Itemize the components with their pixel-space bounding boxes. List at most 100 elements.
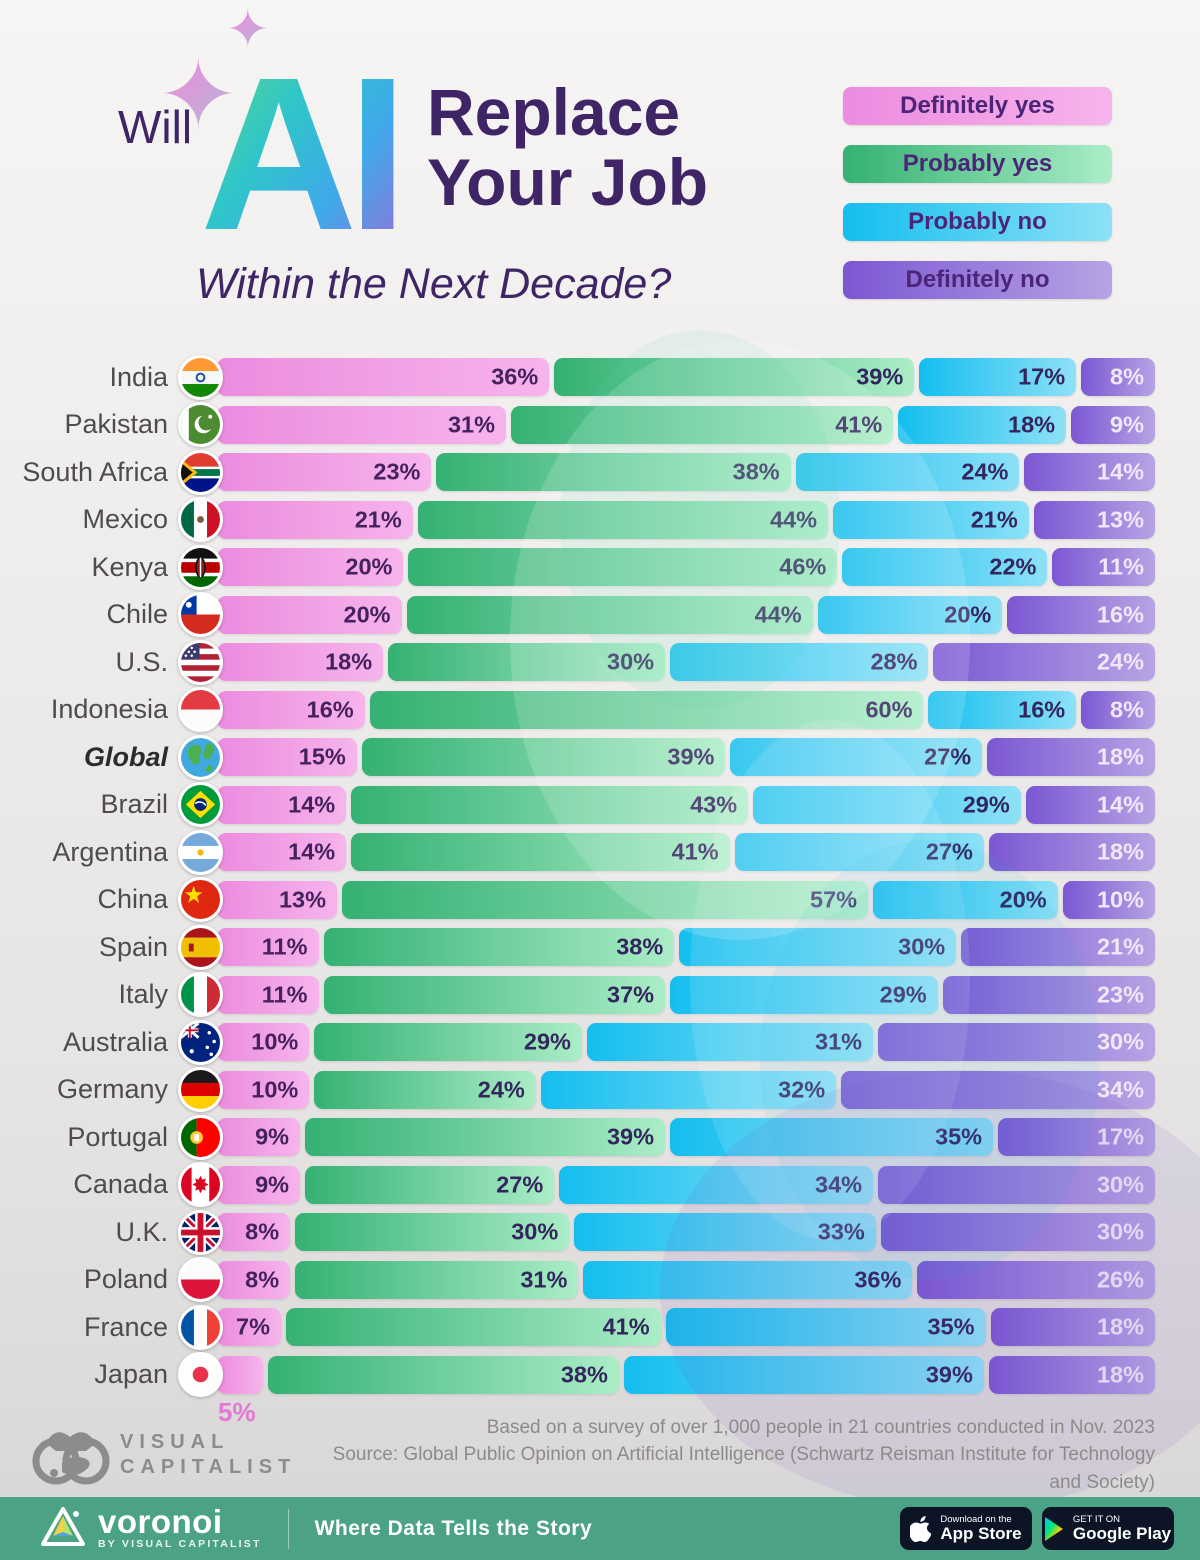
bar-segment-probably-yes: 60%: [369, 690, 924, 729]
bar-segment-probably-yes: 41%: [511, 405, 894, 444]
bar-segment-definitely-yes: 11%: [217, 928, 319, 966]
sparkle-icon: ✦: [158, 42, 239, 149]
bar-value-label: 8%: [1110, 696, 1145, 722]
chart-row-mexico: Mexico 21% 44% 21% 13%: [20, 497, 1155, 542]
bar-segment-probably-yes: 29%: [314, 1023, 582, 1061]
bar-group: 21% 44% 21% 13%: [217, 500, 1155, 539]
bar-value-label: 37%: [607, 981, 655, 1007]
bar-value-label: 31%: [520, 1266, 568, 1292]
bar-segment-definitely-no: 26%: [917, 1260, 1155, 1299]
bar-segment-probably-yes: 30%: [295, 1213, 570, 1251]
bar-segment-definitely-no: 30%: [880, 1213, 1155, 1251]
bar-value-label: 21%: [1096, 933, 1144, 960]
chart-row-italy: Italy 11% 37% 29% 23%: [20, 972, 1156, 1017]
bar-value-label: 44%: [769, 506, 817, 532]
bar-segment-probably-no: 34%: [559, 1165, 874, 1204]
bar-value-label: 7%: [236, 1313, 270, 1340]
bar-value-label: 33%: [817, 1218, 865, 1245]
us-flag-icon: [178, 639, 223, 685]
bar-segment-probably-yes: 43%: [351, 785, 749, 824]
bar-value-label: 17%: [1018, 363, 1066, 390]
bar-value-label: 43%: [690, 791, 738, 817]
chart-row-india: India 36% 39% 17% 8%: [20, 354, 1155, 400]
chart-row-australia: Australia 10% 29% 31% 30%: [20, 1019, 1155, 1065]
country-label: U.K.: [115, 1216, 168, 1247]
bar-segment-definitely-no: 18%: [987, 738, 1155, 776]
bar-value-label: 8%: [245, 1266, 280, 1292]
country-label: Chile: [106, 599, 168, 629]
chart-row-chile: Chile 20% 44% 20% 16%: [20, 592, 1155, 637]
bar-segment-definitely-no: 16%: [1007, 595, 1155, 634]
country-label: France: [83, 1311, 168, 1342]
bar-value-label: 18%: [1096, 1313, 1144, 1340]
bar-group: 18% 30% 28% 24%: [217, 643, 1155, 681]
bar-value-label: 10%: [1096, 886, 1144, 912]
bar-segment-definitely-yes: 21%: [217, 500, 413, 539]
bar-group: 8% 31% 36% 26%: [217, 1260, 1155, 1299]
bar-segment-definitely-no: 13%: [1033, 500, 1155, 539]
bar-segment-definitely-yes: 10%: [217, 1070, 310, 1109]
country-label: Brazil: [100, 789, 168, 819]
bar-group: 10% 24% 32% 34%: [217, 1070, 1155, 1109]
chart-row-portugal: Portugal 9% 39% 35% 17%: [20, 1114, 1155, 1160]
bar-segment-definitely-no: 14%: [1025, 785, 1155, 824]
country-label: Portugal: [67, 1121, 168, 1152]
bar-group: 20% 46% 22% 11%: [217, 548, 1156, 586]
country-label: China: [97, 884, 168, 914]
bar-value-label: 21%: [354, 506, 402, 532]
italy-flag-icon: [178, 972, 223, 1017]
bar-value-label: 24%: [1096, 648, 1144, 675]
bar-segment-probably-no: 21%: [833, 500, 1029, 539]
bar-segment-probably-yes: 38%: [436, 453, 791, 491]
bar-segment-probably-yes: 46%: [408, 548, 838, 586]
bar-segment-probably-yes: 44%: [417, 500, 828, 539]
bar-value-label: 29%: [962, 791, 1010, 817]
bar-value-label: 23%: [1096, 981, 1145, 1007]
bar-value-label: 34%: [1096, 1076, 1144, 1102]
bar-segment-probably-yes: 24%: [314, 1070, 536, 1109]
bar-value-label: 11%: [261, 933, 308, 960]
bar-segment-definitely-yes: 9%: [217, 1118, 301, 1156]
visual-capitalist-wordmark: VISUAL CAPITALIST: [120, 1431, 297, 1478]
bar-segment-definitely-no: 21%: [961, 928, 1155, 966]
bar-segment-probably-yes: 27%: [305, 1165, 555, 1204]
bar-value-label: 28%: [870, 648, 918, 675]
bar-value-label: 11%: [261, 981, 308, 1007]
chile-flag-icon: [178, 592, 223, 637]
bar-value-label: 26%: [1096, 1266, 1144, 1292]
country-label: Indonesia: [50, 694, 168, 724]
bar-value-label: 41%: [602, 1313, 650, 1340]
bar-segment-definitely-no: 8%: [1081, 690, 1156, 729]
bar-segment-probably-yes: 41%: [351, 833, 730, 871]
bar-segment-probably-no: 29%: [670, 975, 938, 1014]
bar-value-label: 20%: [345, 553, 393, 580]
bar-segment-definitely-yes: 7%: [217, 1308, 281, 1346]
bar-value-label: 9%: [255, 1123, 290, 1150]
legend-item-probably-yes: Probably yes: [843, 145, 1112, 183]
bar-value-label: 13%: [278, 886, 326, 912]
bar-value-label-below: 5%: [218, 1396, 256, 1427]
bar-segment-probably-yes: 44%: [406, 595, 813, 634]
voronoi-logo-icon: [41, 1506, 85, 1546]
bar-value-label: 21%: [970, 506, 1018, 532]
chart-row-france: France 7% 41% 35% 18%: [20, 1304, 1155, 1350]
chart-row-poland: Poland 8% 31% 36% 26%: [20, 1257, 1155, 1302]
bar-value-label: 20%: [343, 601, 391, 627]
indonesia-flag-icon: [178, 687, 223, 732]
google-play-badge[interactable]: GET IT ON Google Play: [1042, 1507, 1174, 1550]
title-line-1: Replace: [427, 75, 681, 149]
bar-group: 14% 43% 29% 14%: [217, 785, 1155, 824]
bar-value-label: 32%: [778, 1076, 826, 1102]
bar-value-label: 11%: [1098, 553, 1145, 580]
country-label: U.S.: [115, 646, 168, 677]
country-label: Italy: [118, 979, 168, 1009]
bar-value-label: 39%: [856, 363, 904, 390]
germany-flag-icon: [178, 1067, 223, 1112]
bar-segment-probably-no: 35%: [670, 1118, 994, 1156]
bottom-brand-bar: voronoi BY VISUAL CAPITALIST Where Data …: [0, 1497, 1200, 1560]
bar-value-label: 24%: [961, 458, 1009, 485]
france-flag-icon: [178, 1304, 223, 1350]
app-store-badge[interactable]: Download on the App Store: [900, 1507, 1032, 1550]
legend-item-probably-no: Probably no: [843, 203, 1112, 241]
